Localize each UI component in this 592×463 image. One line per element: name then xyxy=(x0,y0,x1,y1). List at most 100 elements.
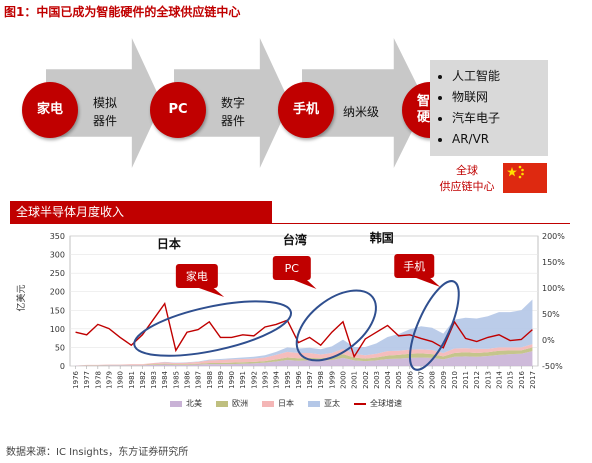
application-item: 汽车电子 xyxy=(452,108,548,129)
data-source: 数据来源：IC Insights，东方证券研究所 xyxy=(6,447,189,458)
x-tick-label: 1978 xyxy=(94,371,102,389)
region-label: 日本 xyxy=(157,236,181,251)
x-tick-label: 1980 xyxy=(117,371,125,389)
legend-label: 亚太 xyxy=(324,399,340,408)
y-tick-label: 100 xyxy=(50,325,65,334)
x-tick-label: 2006 xyxy=(406,370,414,388)
legend-item: 北美 xyxy=(170,398,202,409)
x-tick-label: 2009 xyxy=(440,371,448,389)
x-tick-label: 1995 xyxy=(284,371,292,389)
application-item: 物联网 xyxy=(452,87,548,108)
legend-swatch xyxy=(262,400,274,407)
supply-chain-label: 全球 供应链中心 xyxy=(439,164,495,193)
x-tick-label: 1983 xyxy=(150,371,158,389)
area-北美 xyxy=(75,351,533,366)
step-circle-home-appliance: 家电 xyxy=(22,82,78,138)
y-axis-label: 亿美元 xyxy=(15,284,27,311)
y-tick-label: 300 xyxy=(50,251,65,260)
step-label-analog: 模拟 器件 xyxy=(92,96,117,128)
x-tick-label: 2010 xyxy=(451,371,459,389)
chart-legend: 北美 欧洲 日本 亚太 全球增速 xyxy=(170,398,470,409)
legend-label: 欧洲 xyxy=(232,399,248,408)
y-tick-label: 250 xyxy=(50,269,65,278)
tag-box xyxy=(394,254,435,278)
semiconductor-revenue-chart: 0 50 100 150 200 250 300 350 -50% 0% 50% 100% 150% 20… xyxy=(15,230,566,389)
x-tick-label: 2014 xyxy=(496,370,504,388)
applications-box: 人工智能 物联网 汽车电子 AR/VR xyxy=(430,60,548,156)
tag-pointer xyxy=(416,278,441,287)
region-label: 韩国 xyxy=(370,230,394,245)
x-tick-label: 2005 xyxy=(395,371,403,389)
china-flag-icon xyxy=(503,163,547,193)
chart-title-band xyxy=(10,201,272,223)
y-tick-label: 150 xyxy=(50,306,65,315)
chart-areas xyxy=(75,299,533,366)
region-label: 台湾 xyxy=(283,232,307,247)
x-tick-label: 1979 xyxy=(106,371,114,389)
x-tick-label: 2002 xyxy=(362,371,370,389)
x-tick-label: 1997 xyxy=(306,371,314,389)
chart-title-rule xyxy=(10,223,570,224)
legend-label: 北美 xyxy=(186,399,202,408)
x-tick-label: 1992 xyxy=(250,371,258,389)
legend-swatch xyxy=(216,400,228,407)
x-tick-label: 2016 xyxy=(518,370,526,388)
legend-item: 全球增速 xyxy=(354,398,402,409)
legend-label: 日本 xyxy=(278,399,294,408)
step-circle-pc: PC xyxy=(150,82,206,138)
x-tick-label: 2012 xyxy=(473,371,481,389)
step-label-digital: 数字 器件 xyxy=(220,96,245,128)
chart-title: 全球半导体月度收入 xyxy=(16,205,125,219)
x-tick-label: 2011 xyxy=(462,371,470,389)
tag-box xyxy=(175,264,218,288)
x-tick-label: 1986 xyxy=(184,370,192,388)
y2-tick-label: -50% xyxy=(542,362,563,371)
x-tick-label: 1994 xyxy=(273,370,281,388)
x-tick-label: 2004 xyxy=(384,370,392,388)
y2-tick-label: 0% xyxy=(542,336,555,345)
x-tick-label: 2003 xyxy=(373,371,381,389)
tag-label: PC xyxy=(285,262,300,275)
legend-item: 欧洲 xyxy=(216,398,248,409)
application-item: AR/VR xyxy=(452,129,548,150)
y-tick-label: 350 xyxy=(50,232,65,241)
annotation-ellipse xyxy=(408,280,460,371)
legend-label: 全球增速 xyxy=(370,399,402,408)
x-tick-label: 1987 xyxy=(195,371,203,389)
y2-tick-label: 50% xyxy=(542,310,560,319)
legend-swatch xyxy=(354,402,366,405)
legend-swatch xyxy=(170,400,182,407)
growth-line xyxy=(75,301,533,359)
x-tick-label: 2000 xyxy=(340,371,348,389)
y-tick-label: 0 xyxy=(60,362,65,371)
x-tick-label: 2008 xyxy=(429,371,437,389)
x-tick-label: 2015 xyxy=(507,371,515,389)
x-tick-label: 1993 xyxy=(262,371,270,389)
legend-item: 亚太 xyxy=(308,398,340,409)
x-tick-label: 2007 xyxy=(418,371,426,389)
tag-pointer xyxy=(293,280,317,289)
x-tick-label: 1977 xyxy=(83,371,91,389)
chart-axes: 0 50 100 150 200 250 300 350 -50% 0% 50% 100% 150% 20… xyxy=(50,232,566,389)
x-tick-label: 1976 xyxy=(72,370,80,388)
x-tick-label: 2017 xyxy=(529,371,537,389)
y2-tick-label: 150% xyxy=(542,258,565,267)
figure-title: 图1：中国已成为智能硬件的全球供应链中心 xyxy=(4,5,241,19)
y-tick-label: 200 xyxy=(50,288,65,297)
growth-line-group xyxy=(75,301,533,359)
x-tick-label: 1991 xyxy=(239,371,247,389)
step-circle-phone: 手机 xyxy=(278,82,334,138)
x-tick-label: 1996 xyxy=(295,370,303,388)
y-tick-label: 50 xyxy=(55,343,65,352)
application-item: 人工智能 xyxy=(452,66,548,87)
area-亚太 xyxy=(75,299,533,366)
x-tick-label: 1990 xyxy=(228,371,236,389)
x-tick-label: 1984 xyxy=(161,370,169,388)
applications-list: 人工智能 物联网 汽车电子 AR/VR xyxy=(430,60,548,150)
y2-tick-label: 100% xyxy=(542,284,565,293)
tag-label: 家电 xyxy=(186,269,208,283)
annotation-ellipse xyxy=(295,289,377,362)
x-tick-label: 1985 xyxy=(172,371,180,389)
x-tick-label: 1989 xyxy=(217,371,225,389)
